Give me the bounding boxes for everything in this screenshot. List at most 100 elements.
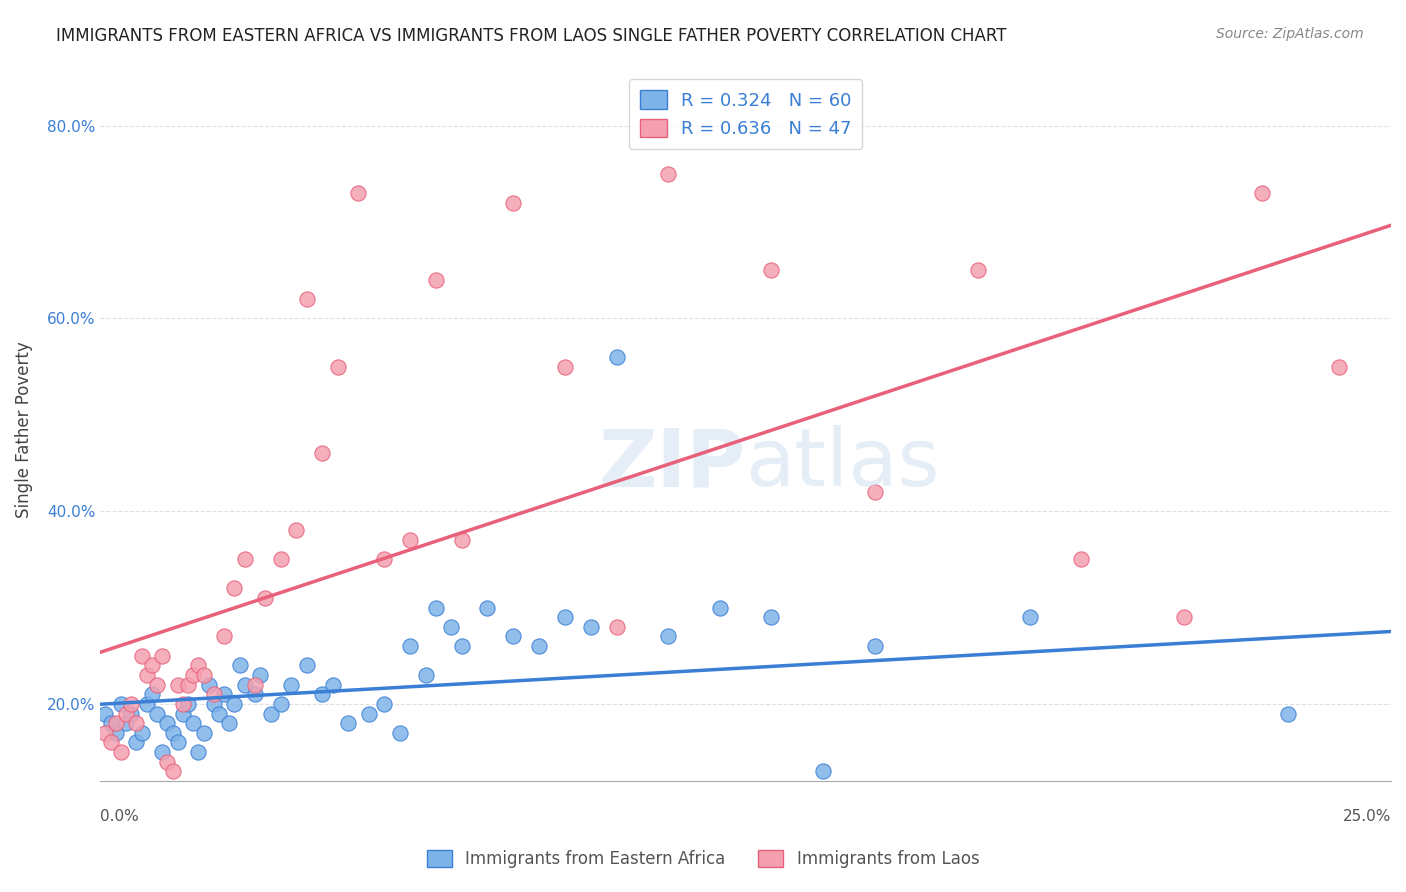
Legend: Immigrants from Eastern Africa, Immigrants from Laos: Immigrants from Eastern Africa, Immigran… <box>420 843 986 875</box>
Point <box>150 745 173 759</box>
Point <box>233 552 256 566</box>
Point <box>1251 186 1274 200</box>
Point <box>104 726 127 740</box>
Point <box>967 263 990 277</box>
Point <box>135 697 157 711</box>
Text: atlas: atlas <box>745 425 941 503</box>
Point <box>125 716 148 731</box>
Point <box>254 591 277 605</box>
Point <box>243 678 266 692</box>
Point <box>527 639 550 653</box>
Point <box>1277 706 1299 721</box>
Point <box>115 706 138 721</box>
Point <box>1070 552 1092 566</box>
Point <box>156 755 179 769</box>
Point <box>141 658 163 673</box>
Point <box>177 678 200 692</box>
Point <box>181 668 204 682</box>
Point <box>554 610 576 624</box>
Point <box>166 678 188 692</box>
Point <box>110 697 132 711</box>
Point <box>100 716 122 731</box>
Point <box>202 697 225 711</box>
Point <box>193 726 215 740</box>
Point <box>425 600 447 615</box>
Point <box>322 678 344 692</box>
Point <box>399 533 422 547</box>
Point <box>415 668 437 682</box>
Point <box>233 678 256 692</box>
Point <box>1173 610 1195 624</box>
Point <box>337 716 360 731</box>
Point <box>181 716 204 731</box>
Point <box>606 620 628 634</box>
Point <box>197 678 219 692</box>
Point <box>311 687 333 701</box>
Point <box>863 484 886 499</box>
Point <box>224 581 246 595</box>
Point <box>202 687 225 701</box>
Text: Source: ZipAtlas.com: Source: ZipAtlas.com <box>1216 27 1364 41</box>
Point <box>373 697 395 711</box>
Point <box>125 735 148 749</box>
Point <box>120 697 142 711</box>
Point <box>657 167 679 181</box>
Point <box>177 697 200 711</box>
Point <box>208 706 231 721</box>
Point <box>162 726 184 740</box>
Text: 0.0%: 0.0% <box>100 809 139 824</box>
Point <box>166 735 188 749</box>
Point <box>450 533 472 547</box>
Text: 25.0%: 25.0% <box>1343 809 1391 824</box>
Point <box>141 687 163 701</box>
Point <box>212 629 235 643</box>
Point <box>295 658 318 673</box>
Point <box>131 726 153 740</box>
Point <box>326 359 349 374</box>
Point <box>761 610 783 624</box>
Y-axis label: Single Father Poverty: Single Father Poverty <box>15 341 32 517</box>
Point <box>311 446 333 460</box>
Point <box>131 648 153 663</box>
Point <box>162 764 184 779</box>
Point <box>110 745 132 759</box>
Point <box>440 620 463 634</box>
Text: IMMIGRANTS FROM EASTERN AFRICA VS IMMIGRANTS FROM LAOS SINGLE FATHER POVERTY COR: IMMIGRANTS FROM EASTERN AFRICA VS IMMIGR… <box>56 27 1007 45</box>
Point <box>94 706 117 721</box>
Point <box>150 648 173 663</box>
Point <box>249 668 271 682</box>
Point <box>224 697 246 711</box>
Point <box>218 716 240 731</box>
Point <box>554 359 576 374</box>
Point <box>373 552 395 566</box>
Point <box>915 783 938 797</box>
Point <box>187 745 209 759</box>
Point <box>579 620 602 634</box>
Point <box>172 697 194 711</box>
Point <box>270 552 292 566</box>
Point <box>425 273 447 287</box>
Point <box>1018 610 1040 624</box>
Point <box>1122 793 1144 807</box>
Point <box>243 687 266 701</box>
Point <box>347 186 370 200</box>
Point <box>502 629 524 643</box>
Point <box>709 600 731 615</box>
Point <box>863 639 886 653</box>
Point <box>135 668 157 682</box>
Point <box>502 195 524 210</box>
Point <box>193 668 215 682</box>
Point <box>156 716 179 731</box>
Point <box>811 764 834 779</box>
Point <box>1329 359 1351 374</box>
Point <box>104 716 127 731</box>
Point <box>146 678 169 692</box>
Point <box>399 639 422 653</box>
Point <box>146 706 169 721</box>
Legend: R = 0.324   N = 60, R = 0.636   N = 47: R = 0.324 N = 60, R = 0.636 N = 47 <box>628 79 862 149</box>
Point <box>450 639 472 653</box>
Point <box>357 706 380 721</box>
Point <box>606 350 628 364</box>
Point <box>280 678 302 692</box>
Point <box>228 658 250 673</box>
